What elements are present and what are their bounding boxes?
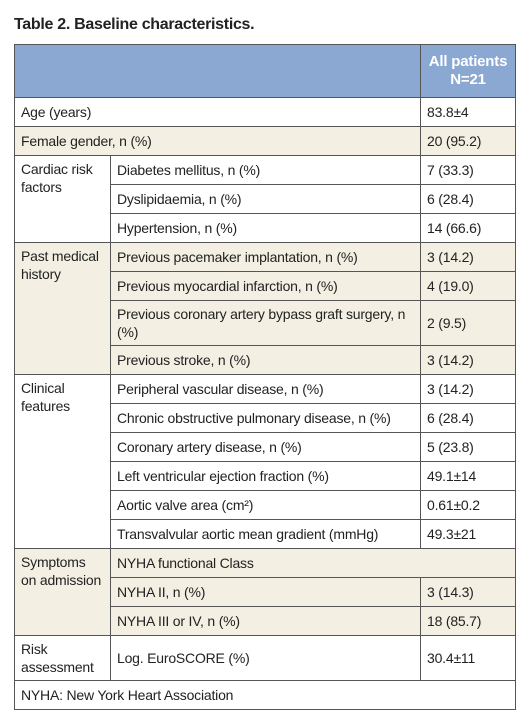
row-value: 20 (95.2) (420, 126, 516, 156)
row-value: 3 (14.2) (420, 242, 516, 272)
row-label: Hypertension, n (%) (110, 213, 421, 243)
group-label: Past medical history (14, 242, 111, 375)
row-label: NYHA III or IV, n (%) (110, 606, 421, 636)
table-body: Age (years) 83.8±4 Female gender, n (%) 20 … (14, 97, 516, 681)
row: Age (years) 83.8±4 (14, 97, 516, 127)
row: Coronary artery disease, n (%) 5 (23.8) (15, 432, 516, 462)
footnote-row: NYHA: New York Heart Association (14, 680, 516, 710)
row-label: NYHA functional Class (110, 548, 516, 578)
row-value: 6 (28.4) (420, 403, 516, 433)
row-value: 4 (19.0) (420, 271, 516, 301)
row-label: Left ventricular ejection fraction (%) (110, 461, 421, 491)
row: Risk assessment Log. EuroSCORE (%) 30.4±11 (14, 635, 516, 681)
header-text: All patients (428, 53, 508, 70)
table: All patients N=21 Age (years) 83.8±4 Female… (14, 44, 516, 710)
row: NYHA II, n (%) 3 (14.3) (15, 577, 516, 607)
row-label: Coronary artery disease, n (%) (110, 432, 421, 462)
row: Aortic valve area (cm²) 0.61±0.2 (15, 490, 516, 520)
row-value: 83.8±4 (420, 97, 516, 127)
row-value: 3 (14.3) (420, 577, 516, 607)
group-label: Cardiac risk factors (14, 155, 111, 243)
group-label: Risk assessment (14, 635, 111, 681)
row: Clinical features Peripheral vascular dis… (14, 374, 516, 549)
row: Previous stroke, n (%) 3 (14.2) (15, 345, 516, 375)
row-label: Peripheral vascular disease, n (%) (110, 374, 421, 404)
row-label: Dyslipidaemia, n (%) (110, 184, 421, 214)
row-label: NYHA II, n (%) (110, 577, 421, 607)
row-label: Previous coronary artery bypass graft su… (110, 300, 421, 346)
row-value: 2 (9.5) (420, 300, 516, 346)
header-cell: All patients N=21 (420, 44, 516, 98)
row-value: 3 (14.2) (420, 345, 516, 375)
row-value: 0.61±0.2 (420, 490, 516, 520)
row: Symptoms on admission NYHA functional Cla… (14, 548, 516, 636)
row-value: 18 (85.7) (420, 606, 516, 636)
row-value: 49.1±14 (420, 461, 516, 491)
row-label: Age (years) (14, 97, 421, 127)
row-value: 6 (28.4) (420, 184, 516, 214)
row: Female gender, n (%) 20 (95.2) (14, 126, 516, 156)
row: Past medical history Previous pacemaker i… (14, 242, 516, 375)
row-value: 30.4±11 (420, 635, 516, 681)
row-label: Previous pacemaker implantation, n (%) (110, 242, 421, 272)
row-label: Aortic valve area (cm²) (110, 490, 421, 520)
row: Transvalvular aortic mean gradient (mmHg… (15, 519, 516, 549)
row-value: 14 (66.6) (420, 213, 516, 243)
row-label: Diabetes mellitus, n (%) (110, 155, 421, 185)
row-label: Previous myocardial infarction, n (%) (110, 271, 421, 301)
row-label: Previous stroke, n (%) (110, 345, 421, 375)
row-value: 7 (33.3) (420, 155, 516, 185)
row-label: Female gender, n (%) (14, 126, 421, 156)
header-text: N=21 (450, 71, 486, 88)
row-label: Log. EuroSCORE (%) (110, 635, 421, 681)
group-label: Clinical features (14, 374, 111, 549)
row-value: 49.3±21 (420, 519, 516, 549)
group-label: Symptoms on admission (14, 548, 111, 636)
row-label: Transvalvular aortic mean gradient (mmHg… (110, 519, 421, 549)
row: Dyslipidaemia, n (%) 6 (28.4) (15, 184, 516, 214)
footnote: NYHA: New York Heart Association (14, 680, 516, 710)
row: Cardiac risk factors Diabetes mellitus, n… (14, 155, 516, 243)
table-title: Table 2. Baseline characteristics. (14, 16, 255, 33)
row-value: 3 (14.2) (420, 374, 516, 404)
row-label: Chronic obstructive pulmonary disease, n… (110, 403, 421, 433)
row-value: 5 (23.8) (420, 432, 516, 462)
header-row: All patients N=21 (14, 44, 516, 98)
row: Chronic obstructive pulmonary disease, n… (15, 403, 516, 433)
row: Previous myocardial infarction, n (%) 4 (… (15, 271, 516, 301)
row: NYHA III or IV, n (%) 18 (85.7) (15, 606, 516, 636)
row: Previous coronary artery bypass graft su… (15, 300, 516, 346)
header-blank (14, 44, 421, 98)
